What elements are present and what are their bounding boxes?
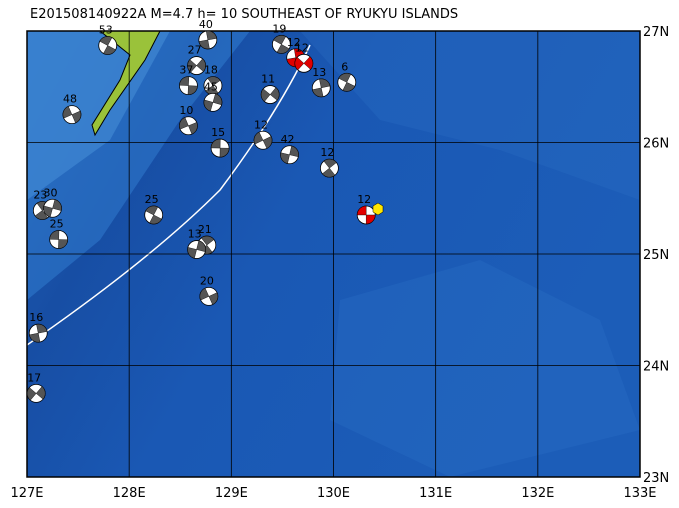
beachball-quadrants — [260, 87, 280, 102]
beachball — [260, 85, 280, 104]
depth-label: 13 — [188, 228, 202, 241]
depth-label: 12 — [287, 36, 301, 49]
beachball-quadrants — [312, 78, 331, 98]
beachball — [43, 198, 62, 218]
beachball-quadrants — [187, 58, 206, 73]
lat-tick-label: 24N — [643, 360, 669, 375]
depth-label: 37 — [179, 64, 193, 77]
beachball — [294, 53, 314, 73]
depth-label: 17 — [27, 371, 41, 384]
beachball — [320, 158, 339, 178]
beachball — [337, 72, 357, 92]
beachball-quadrants — [179, 117, 198, 135]
depth-label: 19 — [272, 22, 286, 35]
beachball — [253, 130, 273, 150]
beachball-quadrants — [198, 30, 217, 50]
beachball-quadrants — [356, 205, 376, 225]
beachball-quadrants — [199, 287, 219, 305]
beachball — [26, 383, 46, 403]
depth-label: 12 — [254, 118, 268, 131]
depth-label: 15 — [211, 126, 225, 139]
depth-label: 12 — [295, 41, 309, 54]
beachball — [28, 323, 48, 343]
beachball — [199, 286, 219, 306]
beachball — [49, 230, 69, 249]
lon-tick-label: 128E — [113, 486, 146, 501]
beachball-quadrants — [210, 138, 230, 158]
beachball — [179, 116, 198, 136]
beachball — [187, 240, 206, 259]
depth-label: 18 — [204, 64, 218, 77]
beachball — [179, 76, 198, 96]
lon-tick-label: 133E — [623, 486, 656, 501]
lat-tick-label: 23N — [643, 471, 669, 486]
depth-label: 40 — [199, 18, 213, 31]
beachball-quadrants — [179, 76, 198, 95]
beachball-quadrants — [62, 106, 82, 124]
beachball-quadrants — [294, 56, 314, 71]
beachball — [356, 205, 376, 225]
trench-line — [27, 44, 311, 346]
beachball-quadrants — [99, 36, 116, 55]
depth-label: 6 — [341, 60, 348, 73]
beachball — [210, 138, 230, 158]
depth-label: 27 — [188, 44, 202, 57]
lon-tick-label: 130E — [317, 486, 350, 501]
depth-label: 42 — [281, 133, 295, 146]
beachball — [187, 56, 206, 75]
beachball — [311, 78, 331, 98]
depth-label: 10 — [179, 104, 193, 117]
depth-label: 45 — [204, 80, 218, 93]
beachball — [271, 34, 291, 54]
beachball-quadrants — [273, 35, 290, 54]
depth-label: 21 — [198, 223, 212, 236]
lon-tick-label: 127E — [10, 486, 43, 501]
depth-label: 12 — [357, 193, 371, 206]
beachball — [62, 105, 82, 125]
beachball-quadrants — [27, 386, 46, 401]
lat-tick-label: 25N — [643, 248, 669, 263]
beachball-quadrants — [338, 73, 356, 92]
okinawa-island — [91, 31, 161, 137]
beachball-quadrants — [253, 131, 273, 149]
beachball-quadrants — [187, 240, 206, 259]
beachball-quadrants — [29, 323, 48, 343]
epicenter-marker — [372, 202, 384, 216]
depth-label: 16 — [29, 311, 43, 324]
beachball — [98, 36, 118, 55]
depth-label: 53 — [99, 23, 113, 36]
beachball — [203, 92, 223, 112]
beachball — [198, 30, 218, 50]
depth-label: 20 — [200, 274, 214, 287]
beachball-quadrants — [203, 93, 223, 112]
depth-label: 48 — [63, 93, 77, 106]
beachball — [144, 205, 164, 225]
map-title: E201508140922A M=4.7 h= 10 SOUTHEAST OF … — [30, 7, 458, 22]
lat-tick-label: 27N — [643, 25, 669, 40]
depth-label: 12 — [320, 146, 334, 159]
depth-label: 13 — [312, 66, 326, 79]
beachball-quadrants — [49, 230, 68, 249]
lon-tick-label: 132E — [521, 486, 554, 501]
beachball-quadrants — [145, 205, 162, 225]
beachball-quadrants — [322, 159, 337, 178]
map-frame — [26, 30, 641, 478]
lon-tick-label: 131E — [419, 486, 452, 501]
lon-tick-label: 129E — [215, 486, 248, 501]
beachball — [280, 145, 299, 165]
lat-tick-label: 26N — [643, 137, 669, 152]
depth-label: 25 — [50, 218, 64, 231]
depth-label: 11 — [261, 73, 275, 86]
beachball-quadrants — [280, 145, 299, 164]
depth-label: 30 — [44, 186, 58, 199]
beachball-quadrants — [43, 199, 62, 218]
depth-label: 23 — [33, 189, 47, 202]
depth-label: 25 — [145, 193, 159, 206]
